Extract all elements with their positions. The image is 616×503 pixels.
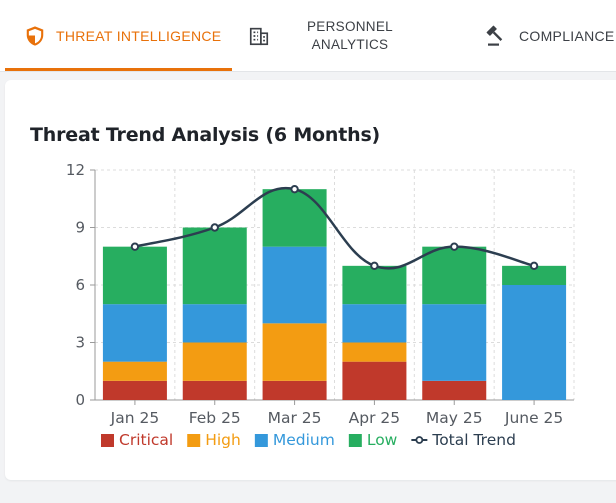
trend-point (529, 261, 539, 271)
legend-swatch-low (348, 434, 362, 447)
bar-critical (342, 361, 407, 400)
x-tick-label: May 25 (426, 409, 483, 427)
bar-critical (262, 380, 327, 400)
trend-point (130, 242, 140, 251)
trend-point (290, 184, 299, 194)
bar-low (182, 227, 247, 305)
legend-swatch-high (187, 434, 201, 447)
legend-label-high: High (205, 431, 241, 449)
trend-point (450, 242, 459, 251)
bar-medium (342, 304, 407, 343)
trend-point (210, 223, 219, 232)
legend-swatch-medium (254, 434, 268, 447)
bar-low (342, 265, 407, 305)
gavel-icon (485, 24, 509, 48)
tab-compliance-label: COMPLIANCE I (519, 27, 616, 44)
x-tick-label: June 25 (504, 409, 563, 427)
bar-low (502, 265, 567, 285)
bar-low (102, 246, 167, 305)
tab-personnel-analytics-label: PERSONNEL ANALYTICS (307, 18, 393, 52)
legend-label-low: Low (367, 431, 398, 449)
tab-compliance[interactable]: COMPLIANCE I (485, 0, 616, 71)
active-tab-indicator (5, 68, 232, 71)
tab-bar: THREAT INTELLIGENCE PERSONNEL ANALYTICS C… (0, 0, 616, 72)
y-tick-label: 0 (75, 391, 85, 409)
bar-low (422, 246, 487, 305)
bar-medium (502, 285, 567, 400)
legend-swatch-critical (101, 434, 114, 447)
y-tick-label: 9 (75, 219, 85, 237)
legend-label-critical: Critical (119, 431, 173, 449)
bar-medium (262, 246, 327, 324)
bar-high (182, 342, 247, 381)
x-tick-label: Apr 25 (349, 409, 400, 427)
x-tick-label: Mar 25 (268, 409, 322, 427)
legend-trend-marker (415, 436, 424, 444)
tab-personnel-analytics[interactable]: PERSONNEL ANALYTICS (248, 0, 420, 71)
threat-trend-chart: 0 3 6 9 12 Jan 25 Feb 25 Mar 25 Apr 25 May 25 June… (66, 161, 575, 449)
trend-point (370, 261, 379, 271)
bar-high (102, 361, 167, 381)
tab-threat-intelligence-label: THREAT INTELLIGENCE (56, 27, 222, 44)
bar-medium (102, 304, 167, 362)
bar-critical (182, 380, 247, 400)
bar-critical (102, 380, 167, 400)
y-tick-label: 3 (75, 334, 85, 352)
chart-title: Threat Trend Analysis (6 Months) (30, 124, 381, 146)
legend-label-total-trend: Total Trend (431, 431, 516, 449)
legend-label-medium: Medium (273, 431, 335, 449)
y-tick-label: 6 (75, 276, 85, 294)
building-icon (248, 25, 270, 47)
tab-threat-intelligence[interactable]: THREAT INTELLIGENCE (24, 0, 221, 71)
bar-critical (422, 380, 487, 400)
shield-icon (24, 25, 46, 47)
bar-medium (182, 304, 247, 343)
bar-medium (422, 304, 487, 381)
x-tick-label: Jan 25 (110, 409, 160, 427)
bar-high (342, 342, 407, 362)
bar-high (262, 323, 327, 381)
x-tick-label: Feb 25 (189, 409, 241, 427)
y-tick-label: 12 (66, 161, 85, 179)
bar-low (262, 189, 327, 247)
